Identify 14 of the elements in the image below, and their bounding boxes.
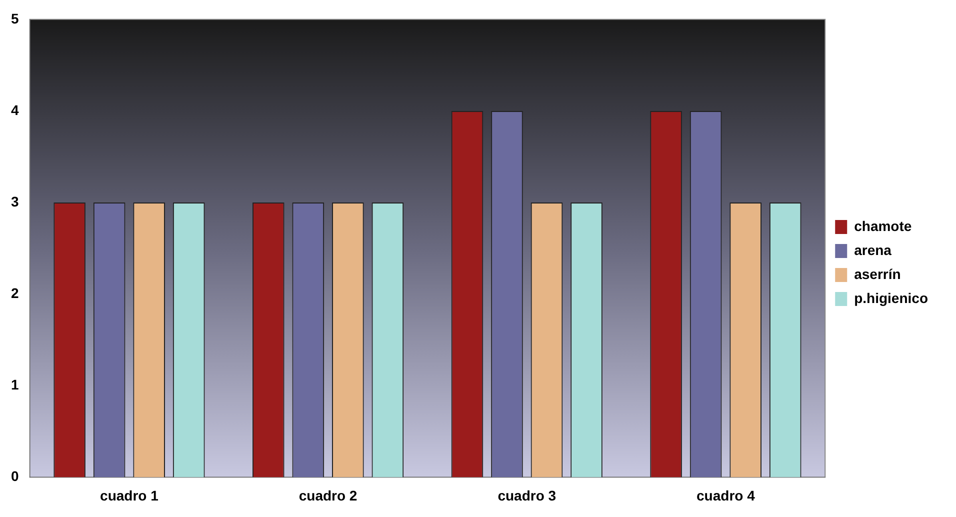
legend-label: p.higienico: [854, 290, 928, 306]
x-tick-label: cuadro 2: [298, 487, 358, 504]
legend-label: arena: [854, 242, 892, 258]
x-tick-label: cuadro 1: [100, 487, 159, 504]
y-tick-label: 2: [10, 284, 19, 301]
y-tick-label: 4: [10, 102, 19, 118]
legend-label: aserrín: [854, 266, 901, 282]
x-tick-label: cuadro 3: [498, 487, 556, 504]
y-tick-label: 1: [10, 376, 19, 392]
y-tick-label: 0: [10, 468, 19, 484]
x-tick-label: cuadro 4: [696, 487, 756, 504]
y-tick-label: 5: [10, 10, 19, 26]
y-tick-label: 3: [10, 193, 19, 210]
legend-label: chamote: [854, 218, 912, 234]
